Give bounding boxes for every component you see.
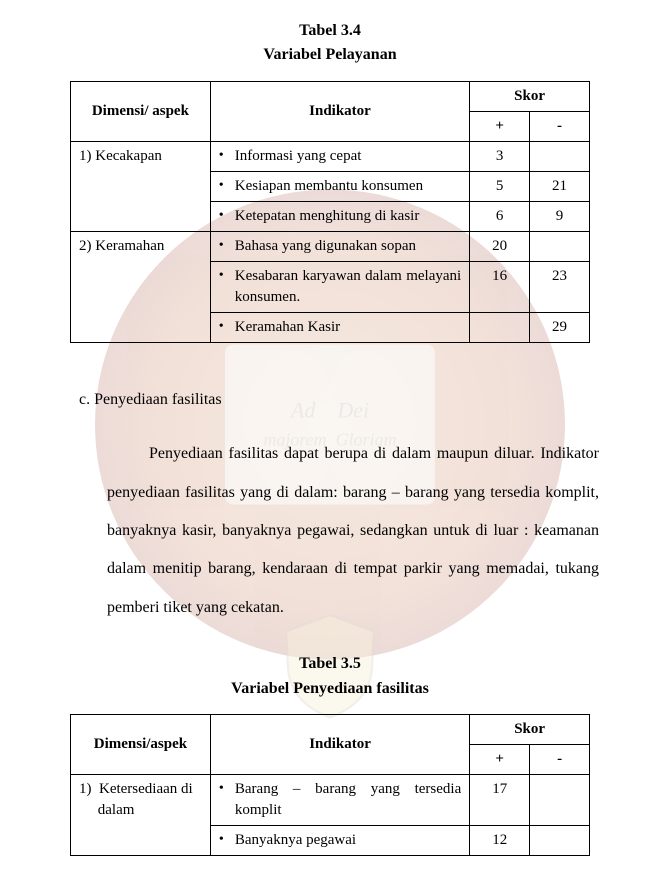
table2-title: Variabel Penyediaan fasilitas [55,678,605,700]
cell-minus [530,774,590,825]
table-pelayanan: Dimensi/ aspek Indikator Skor + - 1) Kec… [70,81,590,343]
cell-minus [530,231,590,261]
cell-dimensi: 1) Kecakapan [71,141,211,231]
table-row: 1) Ketersediaan di dalam Barang – barang… [71,774,590,825]
th-dimensi: Dimensi/ aspek [71,81,211,141]
th-plus: + [470,111,530,141]
cell-indikator: Informasi yang cepat [219,146,461,167]
cell-minus [530,141,590,171]
table-fasilitas: Dimensi/aspek Indikator Skor + - 1) Kete… [70,714,590,856]
cell-dimensi: 1) Ketersediaan di dalam [71,774,211,855]
cell-plus: 6 [470,201,530,231]
cell-dimensi: 2) Keramahan [71,231,211,342]
cell-indikator: Keramahan Kasir [219,317,461,338]
cell-minus: 21 [530,171,590,201]
th-skor: Skor [470,714,590,744]
th-minus: - [530,744,590,774]
table1-number: Tabel 3.4 [55,20,605,42]
cell-plus: 16 [470,261,530,312]
cell-minus: 23 [530,261,590,312]
cell-minus: 9 [530,201,590,231]
cell-indikator: Barang – barang yang tersedia komplit [219,779,461,821]
cell-indikator: Banyaknya pegawai [219,830,461,851]
cell-minus [530,825,590,855]
cell-plus: 5 [470,171,530,201]
cell-plus: 3 [470,141,530,171]
th-indikator: Indikator [210,81,469,141]
cell-plus: 17 [470,774,530,825]
cell-indikator: Ketepatan menghitung di kasir [219,206,461,227]
th-indikator: Indikator [210,714,469,774]
table-row: 2) Keramahan Bahasa yang digunakan sopan… [71,231,590,261]
section-c-heading: c. Penyediaan fasilitas [79,389,605,411]
cell-indikator: Kesiapan membantu konsumen [219,176,461,197]
cell-plus: 20 [470,231,530,261]
cell-plus [470,312,530,342]
table-row: 1) Kecakapan Informasi yang cepat 3 [71,141,590,171]
cell-minus: 29 [530,312,590,342]
cell-indikator: Kesabaran karyawan dalam melayani konsum… [219,266,461,308]
th-minus: - [530,111,590,141]
cell-indikator: Bahasa yang digunakan sopan [219,236,461,257]
th-dimensi: Dimensi/aspek [71,714,211,774]
table1-title: Variabel Pelayanan [55,44,605,66]
table2-number: Tabel 3.5 [55,653,605,675]
section-c-paragraph: Penyediaan fasilitas dapat berupa di dal… [107,435,599,627]
th-plus: + [470,744,530,774]
th-skor: Skor [470,81,590,111]
cell-plus: 12 [470,825,530,855]
